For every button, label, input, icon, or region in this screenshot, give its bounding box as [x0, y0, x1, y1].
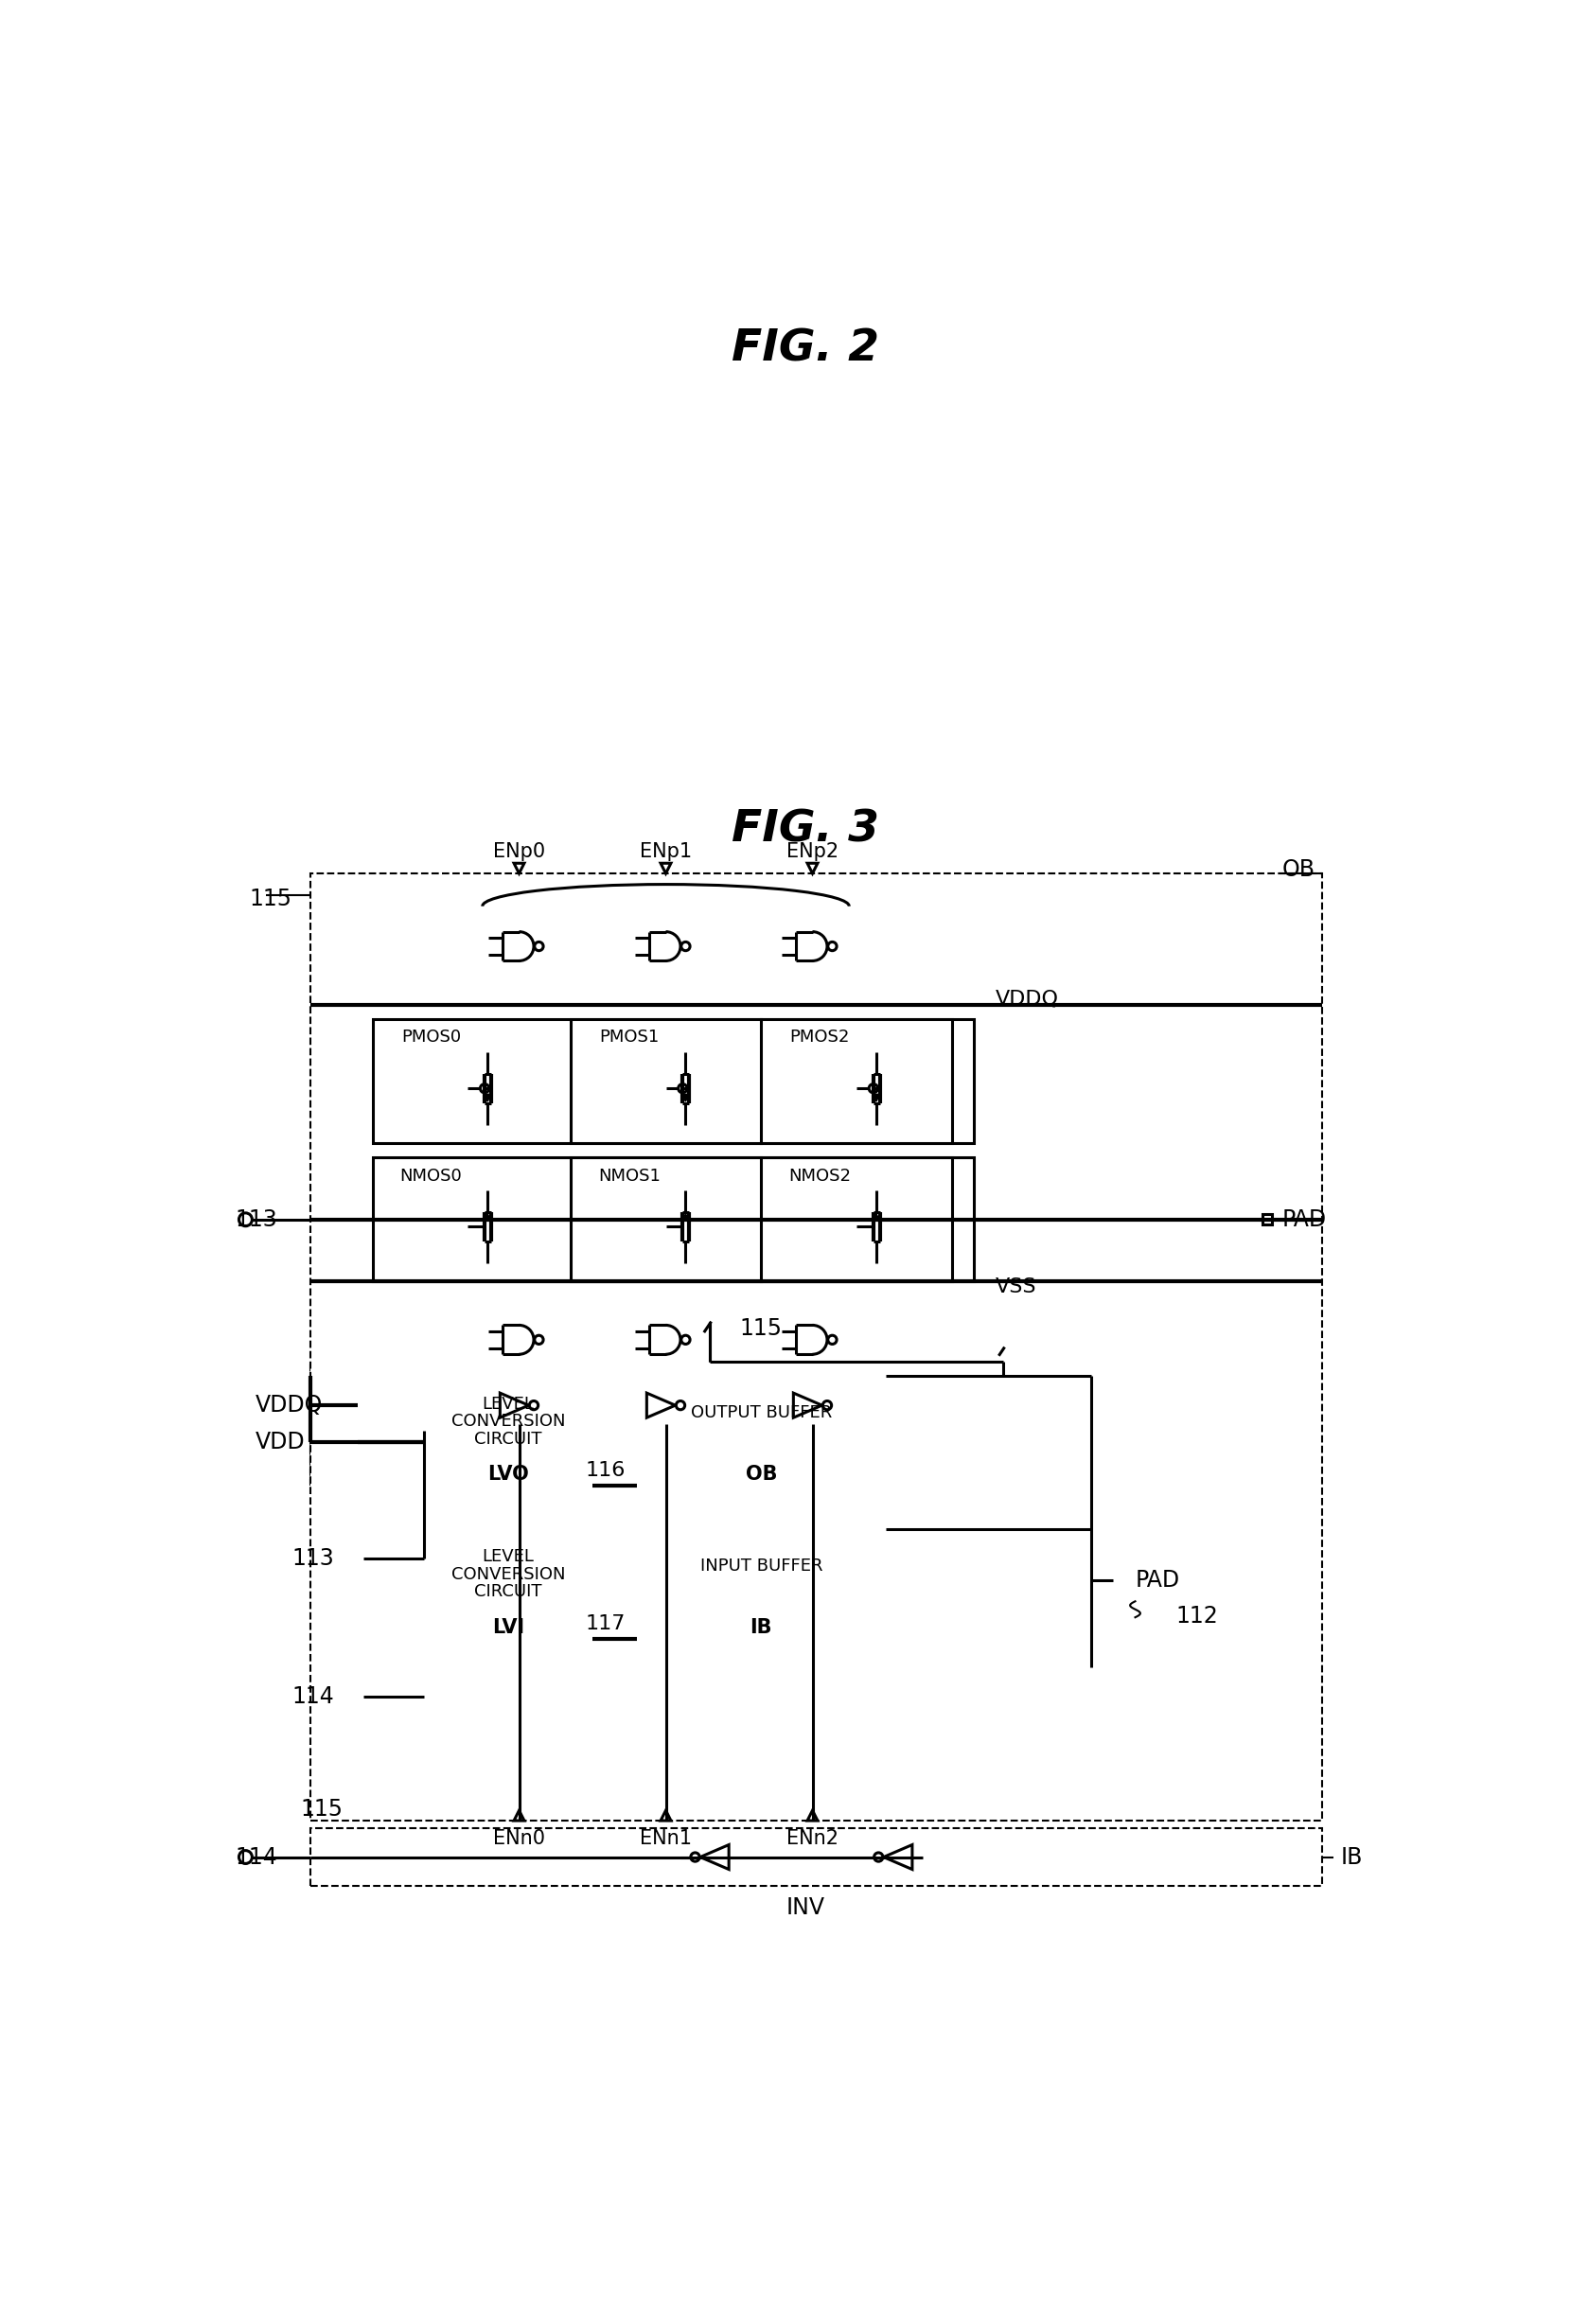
Text: 115: 115 [250, 888, 292, 911]
Text: LEVEL: LEVEL [482, 1394, 534, 1413]
Text: NMOS2: NMOS2 [789, 1167, 851, 1185]
Polygon shape [807, 862, 817, 874]
Text: PMOS2: PMOS2 [790, 1030, 850, 1046]
Polygon shape [793, 1392, 822, 1418]
Bar [570, 1157, 760, 1281]
Text: FIG. 2: FIG. 2 [732, 328, 878, 370]
Bar [309, 1829, 1323, 1887]
Text: FIG. 3: FIG. 3 [732, 809, 878, 851]
Circle shape [239, 1213, 251, 1227]
Circle shape [828, 941, 837, 951]
Text: VDDQ: VDDQ [255, 1394, 322, 1418]
Circle shape [691, 1852, 699, 1862]
Text: ENn1: ENn1 [639, 1829, 691, 1848]
Text: 115: 115 [300, 1799, 342, 1822]
Text: LVO: LVO [487, 1464, 529, 1485]
Bar [309, 1362, 1208, 1485]
Circle shape [823, 1401, 831, 1411]
Bar [309, 874, 1323, 1820]
Circle shape [352, 1692, 363, 1703]
Text: CIRCUIT: CIRCUIT [474, 1429, 542, 1448]
Polygon shape [682, 1095, 690, 1102]
Text: OUTPUT BUFFER: OUTPUT BUFFER [691, 1404, 831, 1420]
Circle shape [352, 1552, 363, 1564]
Bar [760, 1157, 952, 1281]
Polygon shape [661, 862, 671, 874]
Text: NMOS0: NMOS0 [401, 1167, 462, 1185]
Text: 112: 112 [1175, 1606, 1218, 1629]
Bar [372, 1020, 974, 1143]
Polygon shape [647, 1392, 676, 1418]
Bar [636, 1529, 886, 1669]
Circle shape [1086, 1576, 1097, 1585]
Text: CIRCUIT: CIRCUIT [474, 1583, 542, 1601]
Polygon shape [807, 1810, 817, 1820]
Bar [424, 1529, 592, 1669]
Polygon shape [514, 1810, 525, 1820]
Text: IB: IB [1340, 1845, 1362, 1868]
Text: 113: 113 [234, 1208, 276, 1232]
Text: 114: 114 [234, 1845, 276, 1868]
Text: PAD: PAD [1282, 1208, 1326, 1232]
Bar [570, 1020, 760, 1143]
Text: PAD: PAD [1136, 1569, 1180, 1592]
Text: PMOS0: PMOS0 [401, 1030, 460, 1046]
Text: CONVERSION: CONVERSION [451, 1413, 566, 1429]
Circle shape [682, 941, 690, 951]
Polygon shape [484, 1213, 492, 1220]
Circle shape [588, 1480, 597, 1490]
Text: OB: OB [745, 1464, 778, 1485]
Text: ENp0: ENp0 [493, 841, 545, 860]
Circle shape [676, 1401, 685, 1411]
Circle shape [534, 1336, 544, 1343]
Text: 114: 114 [292, 1685, 335, 1708]
Text: ENn0: ENn0 [493, 1829, 545, 1848]
Circle shape [869, 1083, 878, 1092]
Bar [1115, 1576, 1126, 1585]
Circle shape [534, 941, 544, 951]
Text: VSS: VSS [996, 1278, 1037, 1297]
Text: VDD: VDD [255, 1429, 305, 1452]
Text: 117: 117 [586, 1615, 625, 1634]
Circle shape [873, 1852, 883, 1862]
Polygon shape [872, 1095, 880, 1102]
Circle shape [588, 1634, 597, 1643]
Text: CONVERSION: CONVERSION [451, 1566, 566, 1583]
Circle shape [828, 1336, 837, 1343]
Text: NMOS1: NMOS1 [599, 1167, 660, 1185]
Circle shape [529, 1401, 539, 1411]
Text: IB: IB [749, 1618, 773, 1636]
Polygon shape [484, 1095, 492, 1102]
Polygon shape [661, 1810, 671, 1820]
Bar [372, 1157, 974, 1281]
Text: 116: 116 [586, 1462, 625, 1480]
Text: OB: OB [1282, 858, 1315, 881]
Circle shape [679, 1083, 687, 1092]
Text: ENp2: ENp2 [787, 841, 839, 860]
Text: LVI: LVI [492, 1618, 525, 1636]
Bar [636, 1376, 886, 1515]
Text: ENn2: ENn2 [787, 1829, 839, 1848]
Bar [1262, 1215, 1273, 1225]
Circle shape [481, 1083, 489, 1092]
Text: INPUT BUFFER: INPUT BUFFER [699, 1557, 822, 1573]
Text: ENp1: ENp1 [639, 841, 691, 860]
Text: LEVEL: LEVEL [482, 1548, 534, 1566]
Circle shape [239, 1850, 251, 1864]
Polygon shape [682, 1213, 690, 1220]
Text: INV: INV [786, 1896, 825, 1920]
Text: 115: 115 [738, 1318, 782, 1341]
Circle shape [682, 1336, 690, 1343]
Polygon shape [883, 1845, 913, 1868]
Bar [424, 1376, 592, 1515]
Polygon shape [500, 1392, 528, 1418]
Text: PMOS1: PMOS1 [599, 1030, 660, 1046]
Text: 113: 113 [292, 1548, 335, 1569]
Polygon shape [872, 1213, 880, 1220]
Text: VDDQ: VDDQ [996, 990, 1059, 1009]
Polygon shape [701, 1845, 729, 1868]
Bar [760, 1020, 952, 1143]
Polygon shape [514, 862, 525, 874]
